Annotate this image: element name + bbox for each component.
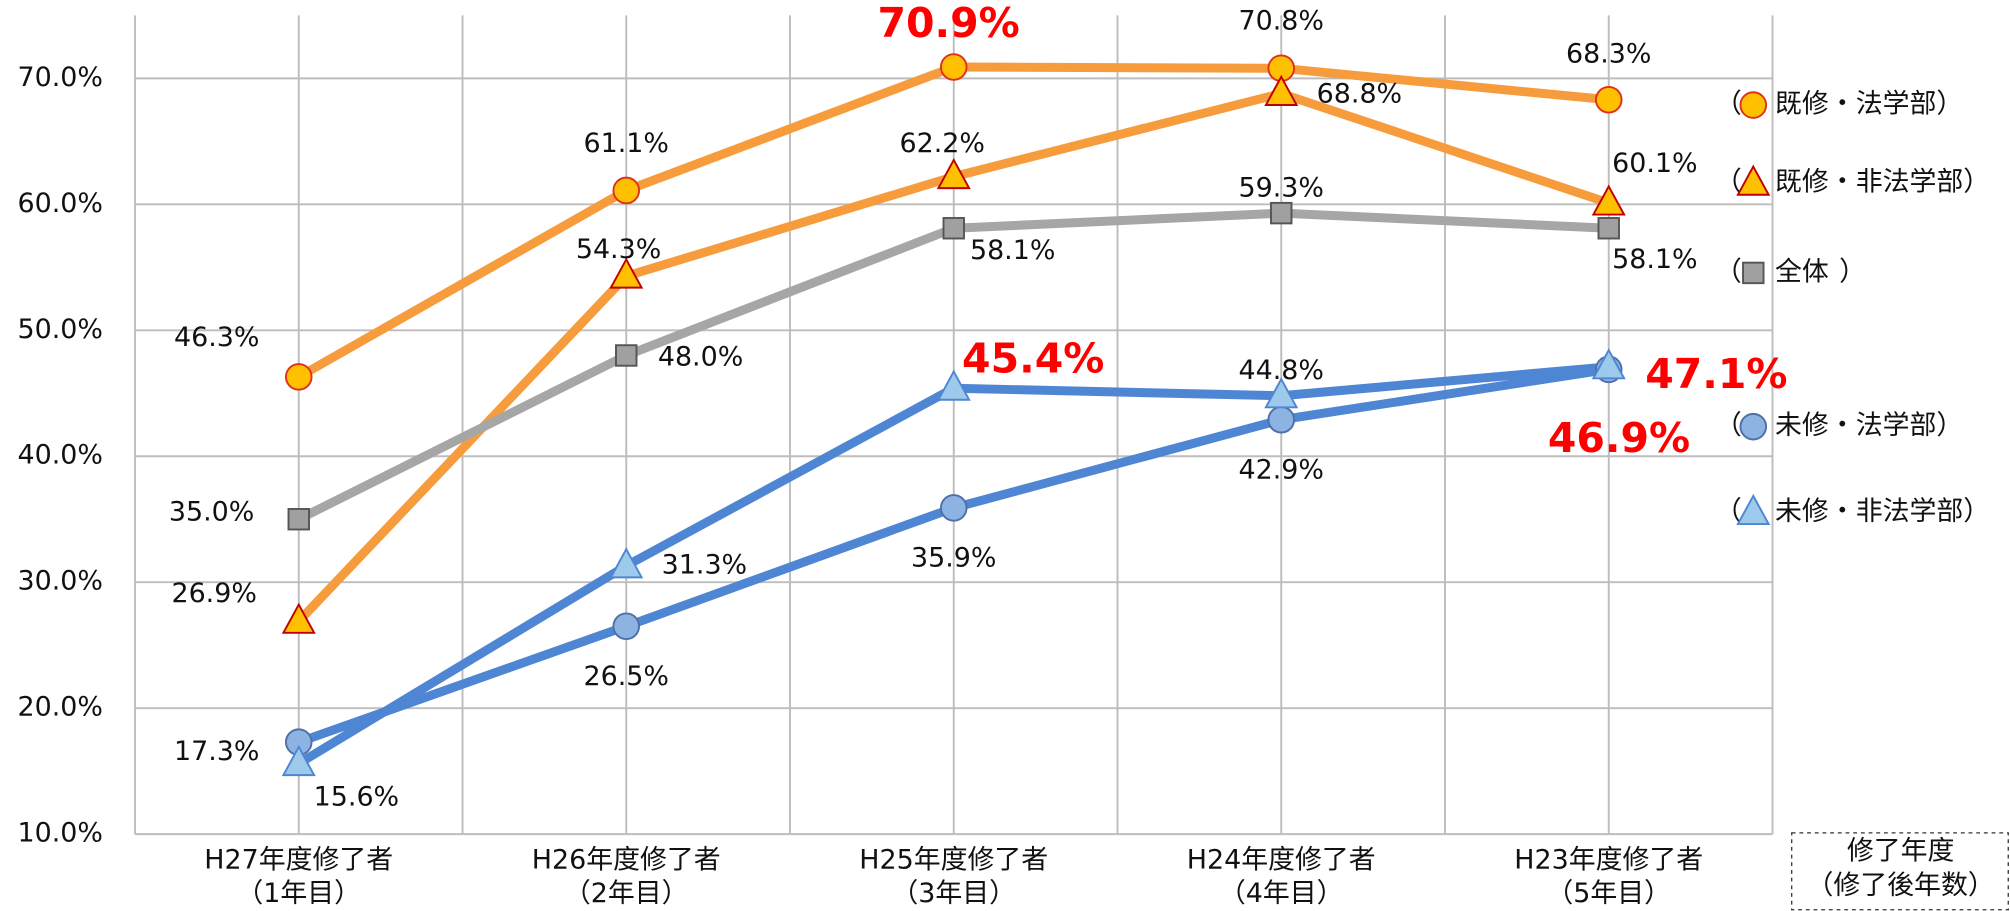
marker xyxy=(1739,412,1768,441)
x-axis-label: 修了年度 xyxy=(1847,836,1955,867)
data-label: 42.9% xyxy=(1239,454,1324,485)
legend-paren: （ xyxy=(1715,496,1742,527)
legend-paren: （ xyxy=(1715,410,1742,441)
x-tick-label: H25年度修了者 xyxy=(859,845,1048,876)
marker xyxy=(1594,85,1623,114)
legend-paren: ） xyxy=(1839,256,1866,287)
y-tick-label: 70.0% xyxy=(18,62,103,93)
data-label: 26.9% xyxy=(171,578,256,609)
legend-item: （ 未修・法学部） xyxy=(1715,410,1963,441)
marker xyxy=(936,157,971,190)
data-label: 35.0% xyxy=(169,496,254,527)
data-label: 47.1% xyxy=(1645,350,1787,398)
data-label: 70.8% xyxy=(1239,6,1324,37)
marker xyxy=(1597,217,1620,240)
legend-paren: ） xyxy=(1963,496,1990,527)
legend-paren: （ xyxy=(1715,167,1742,198)
marker xyxy=(1591,348,1626,380)
marker xyxy=(1736,493,1771,526)
x-tick-sublabel: （4年目） xyxy=(1219,878,1344,909)
y-tick-label: 40.0% xyxy=(18,440,103,471)
marker xyxy=(281,744,316,777)
legend-item: （ 全体 ） xyxy=(1715,256,1866,287)
legend-label: 既修・非法学部 xyxy=(1775,167,1963,198)
marker xyxy=(284,363,313,391)
data-label: 70.9% xyxy=(877,0,1019,47)
legend-item: （ 既修・非法学部） xyxy=(1715,164,1990,198)
data-label: 54.3% xyxy=(576,234,661,265)
data-label: 46.9% xyxy=(1548,414,1690,462)
x-tick-label: H24年度修了者 xyxy=(1187,845,1376,876)
data-label: 58.1% xyxy=(970,235,1055,266)
marker xyxy=(281,602,316,634)
legend-paren: ） xyxy=(1963,167,1990,198)
data-label: 62.2% xyxy=(899,128,984,159)
data-label: 61.1% xyxy=(584,128,669,159)
marker xyxy=(1264,74,1299,106)
y-tick-label: 60.0% xyxy=(18,188,103,219)
data-label: 45.4% xyxy=(962,334,1104,382)
data-label: 58.1% xyxy=(1612,244,1697,275)
legend-label: 未修・非法学部 xyxy=(1775,496,1963,527)
y-tick-label: 20.0% xyxy=(18,692,103,723)
x-tick-sublabel: （2年目） xyxy=(564,878,689,909)
marker xyxy=(1267,405,1296,434)
data-label: 44.8% xyxy=(1239,355,1324,386)
marker xyxy=(1270,201,1293,225)
marker xyxy=(609,547,644,579)
data-label: 31.3% xyxy=(662,549,747,580)
marker xyxy=(1742,261,1765,285)
legend-item: （ 既修・法学部） xyxy=(1715,89,1963,120)
data-label: 15.6% xyxy=(314,782,399,813)
marker xyxy=(939,494,968,522)
marker xyxy=(1264,377,1299,409)
data-label: 48.0% xyxy=(658,342,743,373)
data-label: 68.8% xyxy=(1317,78,1402,109)
marker xyxy=(612,612,641,641)
marker xyxy=(939,53,968,81)
marker xyxy=(287,508,310,531)
x-tick-label: H27年度修了者 xyxy=(204,845,393,876)
marker xyxy=(612,176,641,205)
y-tick-label: 30.0% xyxy=(18,566,103,597)
data-label: 59.3% xyxy=(1239,172,1324,203)
marker xyxy=(942,217,965,240)
legend-label: 未修・法学部 xyxy=(1775,410,1936,441)
y-tick-label: 50.0% xyxy=(18,314,103,345)
legend-label: 既修・法学部 xyxy=(1775,89,1936,120)
marker xyxy=(615,344,638,367)
x-tick-label: H26年度修了者 xyxy=(532,845,721,876)
marker xyxy=(1591,184,1626,216)
marker xyxy=(1736,164,1771,196)
legend-paren: （ xyxy=(1715,89,1742,120)
x-tick-sublabel: （3年目） xyxy=(891,878,1016,909)
legend-paren: （ xyxy=(1715,256,1742,287)
data-label: 60.1% xyxy=(1612,148,1697,179)
legend-paren: ） xyxy=(1936,410,1963,441)
x-axis-label: （修了後年数） xyxy=(1807,870,1995,901)
data-label: 46.3% xyxy=(174,322,259,353)
legend-item: （ 未修・非法学部） xyxy=(1715,493,1990,527)
x-tick-sublabel: （5年目） xyxy=(1546,878,1671,909)
xlabel-box xyxy=(1791,832,2009,911)
data-label: 26.5% xyxy=(584,661,669,692)
marker xyxy=(1739,91,1768,119)
x-tick-sublabel: （1年目） xyxy=(236,878,361,909)
data-label: 17.3% xyxy=(174,736,259,767)
y-tick-label: 10.0% xyxy=(18,818,103,849)
legend-paren: ） xyxy=(1936,89,1963,120)
marker xyxy=(609,257,644,289)
marker xyxy=(936,369,971,401)
x-tick-label: H23年度修了者 xyxy=(1514,845,1703,876)
data-label: 68.3% xyxy=(1566,38,1651,69)
legend-label: 全体 xyxy=(1775,256,1829,287)
data-label: 35.9% xyxy=(911,543,996,574)
